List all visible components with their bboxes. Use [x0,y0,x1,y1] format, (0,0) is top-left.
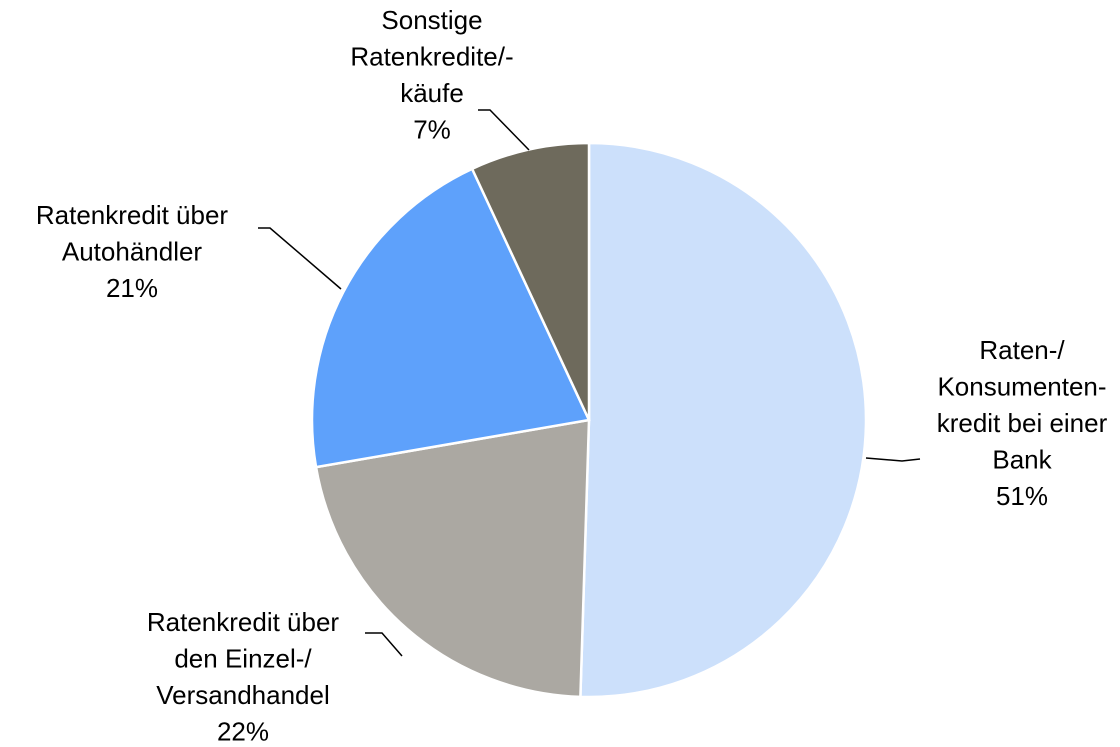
slice-label: Sonstige Ratenkredite/- käufe [350,5,513,108]
value-label: 21% [106,273,158,303]
label-line: Bank [992,444,1052,474]
pie-slice [579,141,868,699]
value-label: 51% [996,481,1048,511]
label-line: Autohändler [62,236,203,266]
label-line: Ratenkredit über [36,200,229,230]
leader-line [365,632,403,657]
pie-slice [310,167,591,469]
slice-label: Raten-/ Konsumenten-kredit bei einer Bank [937,335,1108,475]
leader-line [258,227,342,290]
label-line: Ratenkredit über [147,607,340,637]
label-line: Sonstige [381,5,482,35]
value-label: 7% [413,114,451,144]
label-line: Ratenkredite/- [350,41,513,71]
slice-label: Ratenkredit über den Einzel-/ Versandhande… [147,607,340,710]
label-line: Konsumenten- [937,371,1106,401]
value-label: 22% [217,716,269,746]
leader-line [478,109,530,151]
slice-label: Ratenkredit über Autohändler [36,200,229,267]
label-line: kredit bei einer [937,408,1108,438]
label-line: Versandhandel [156,680,329,710]
label-line: käufe [400,78,464,108]
label-line: den Einzel-/ [174,643,312,673]
pie-slice [314,418,591,699]
leader-line [865,457,921,462]
label-line: Raten-/ [979,335,1065,365]
